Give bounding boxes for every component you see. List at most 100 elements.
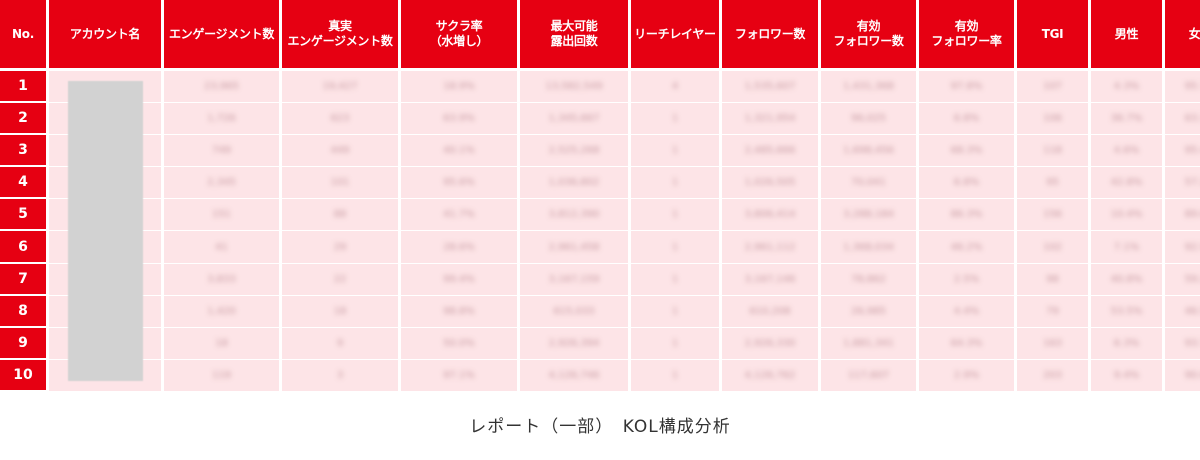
blurred-value: 68.3%	[950, 145, 983, 157]
blurred-value: 163	[1042, 337, 1063, 349]
table-cell: 96,025	[821, 103, 916, 136]
blurred-value: 89.6%	[1184, 209, 1200, 221]
blurred-value: 78,862	[851, 273, 886, 285]
blurred-value: 1	[671, 305, 679, 317]
blurred-value: 1,036,802	[548, 177, 600, 189]
table-cell: 2,345	[164, 167, 279, 200]
blurred-value: 2,525,268	[548, 145, 600, 157]
blurred-value: 2,961,112	[744, 241, 796, 253]
blurred-value: 3,812,390	[548, 209, 600, 221]
table-cell: 41	[164, 231, 279, 264]
blurred-value: 1	[671, 177, 679, 189]
header-cell: 女性	[1165, 0, 1200, 71]
table-cell: 99.4%	[401, 263, 517, 296]
table-cell: 46.2%	[919, 231, 1014, 264]
table-cell: 63.3%	[1165, 103, 1200, 136]
table-cell: 2.5%	[919, 263, 1014, 296]
blurred-value: 3,833	[207, 273, 236, 285]
row-number: 7	[0, 263, 46, 296]
table-cell: 18	[164, 327, 279, 360]
blurred-value: 2,926,394	[548, 337, 600, 349]
table-cell: 1	[631, 295, 719, 328]
table-cell: 1	[631, 103, 719, 136]
table-cell: 6.8%	[919, 103, 1014, 136]
blurred-value: 2,345	[207, 177, 236, 189]
blurred-value: 42.8%	[1110, 177, 1143, 189]
blurred-value: 79	[1046, 305, 1059, 317]
blurred-value: 90.6%	[1184, 369, 1200, 381]
blurred-value: 1,420	[207, 305, 236, 317]
table-cell: 1,431,368	[821, 71, 916, 104]
table-cell: 203	[1017, 359, 1088, 392]
blurred-value: 610,208	[749, 305, 791, 317]
table-cell: 1	[631, 199, 719, 232]
header-cell: TGI	[1017, 0, 1088, 71]
blurred-value: 2.5%	[953, 273, 980, 285]
table-cell: 59.2%	[1165, 263, 1200, 296]
table-cell: 78,862	[821, 263, 916, 296]
table-cell: 68.3%	[919, 135, 1014, 168]
blurred-value: 101	[330, 177, 350, 189]
table-cell: 90.6%	[1165, 359, 1200, 392]
blurred-value: 1,535,607	[744, 81, 796, 93]
header-cell: 有効 フォロワー率	[919, 0, 1014, 71]
table-cell: 1	[631, 167, 719, 200]
row-number: 6	[0, 231, 46, 264]
blurred-value: 107	[1042, 81, 1063, 93]
table-cell: 1,420	[164, 295, 279, 328]
table-cell: 2,525,268	[520, 135, 628, 168]
blurred-value: 6.3%	[1113, 337, 1140, 349]
table-cell: 1,026,505	[722, 167, 818, 200]
table-cell: 1,368,034	[821, 231, 916, 264]
table-cell: 53.5%	[1091, 295, 1162, 328]
table-cell: 3,833	[164, 263, 279, 296]
blurred-value: 4.4%	[953, 305, 980, 317]
blurred-value: 4,126,746	[548, 369, 600, 381]
blurred-value: 18	[215, 337, 228, 349]
table-cell: 4.6%	[1091, 135, 1162, 168]
blurred-value: 1	[671, 113, 679, 125]
blurred-value: 99.4%	[443, 273, 475, 285]
table-cell: 9	[282, 327, 398, 360]
blurred-value: 41	[215, 241, 228, 253]
table-cell: 749	[164, 135, 279, 168]
blurred-value: 1	[671, 241, 679, 253]
blurred-value: 1,431,368	[843, 81, 894, 93]
table-cell: 23,965	[164, 71, 279, 104]
blurred-value: 88	[333, 209, 347, 221]
blurred-value: 64.3%	[950, 337, 983, 349]
table-cell: 6.8%	[919, 167, 1014, 200]
blurred-value: 7.1%	[1113, 241, 1140, 253]
table-cell: 19,427	[282, 71, 398, 104]
blurred-value: 4	[671, 81, 679, 93]
table-cell: 97.1%	[401, 359, 517, 392]
blurred-value: 95.4%	[1184, 145, 1200, 157]
table-cell: 40.8%	[1091, 263, 1162, 296]
table-cell: 1	[631, 327, 719, 360]
table-cell: 2,485,666	[722, 135, 818, 168]
blurred-value: 117,607	[847, 369, 890, 381]
table-cell: 6.3%	[1091, 327, 1162, 360]
table-cell: 1	[631, 359, 719, 392]
table-cell: 2,961,112	[722, 231, 818, 264]
blurred-value: 1,881,341	[843, 337, 894, 349]
header-cell: 男性	[1091, 0, 1162, 71]
blurred-value: 93.7%	[1184, 337, 1200, 349]
row-number: 10	[0, 359, 46, 392]
table-cell: 95.4%	[1165, 135, 1200, 168]
table-cell: 1,698,456	[821, 135, 916, 168]
table-cell: 28.6%	[401, 231, 517, 264]
header-cell: サクラ率 （水増し）	[401, 0, 517, 71]
table-cell: 18	[282, 295, 398, 328]
table-cell: 4,126,762	[722, 359, 818, 392]
table-cell: 95.6%	[401, 167, 517, 200]
blurred-value: 41.7%	[443, 209, 475, 221]
blurred-value: 2,961,458	[548, 241, 600, 253]
table-cell: 3,288,184	[821, 199, 916, 232]
table-cell: 1	[631, 231, 719, 264]
table-cell: 63.9%	[401, 103, 517, 136]
table-cell: 156	[1017, 199, 1088, 232]
table-cell: 4.3%	[1091, 71, 1162, 104]
table-cell: 98.8%	[401, 295, 517, 328]
blurred-value: 23,965	[204, 81, 239, 93]
